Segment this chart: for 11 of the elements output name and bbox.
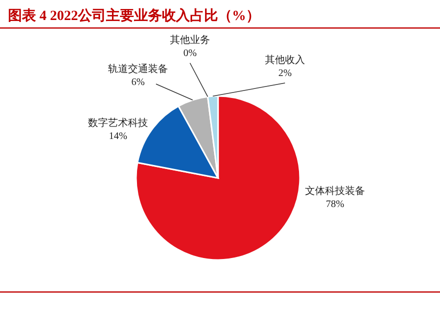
slice-label: 数字艺术科技 bbox=[88, 117, 148, 129]
slice-label: 其他收入 bbox=[265, 54, 305, 66]
data-label: 14% bbox=[108, 131, 128, 142]
data-label: 78% bbox=[326, 199, 344, 210]
category-label: 其他业务 bbox=[170, 35, 210, 46]
chart-title: 图表 4 2022公司主要业务收入占比（%） bbox=[8, 7, 260, 24]
data-label: 2% bbox=[278, 68, 292, 79]
data-label: 6% bbox=[131, 77, 145, 88]
slice-label: 文体科技装备 bbox=[305, 185, 365, 197]
text: 0% bbox=[183, 48, 197, 59]
slice-label: 轨道交通装备 bbox=[108, 63, 168, 75]
